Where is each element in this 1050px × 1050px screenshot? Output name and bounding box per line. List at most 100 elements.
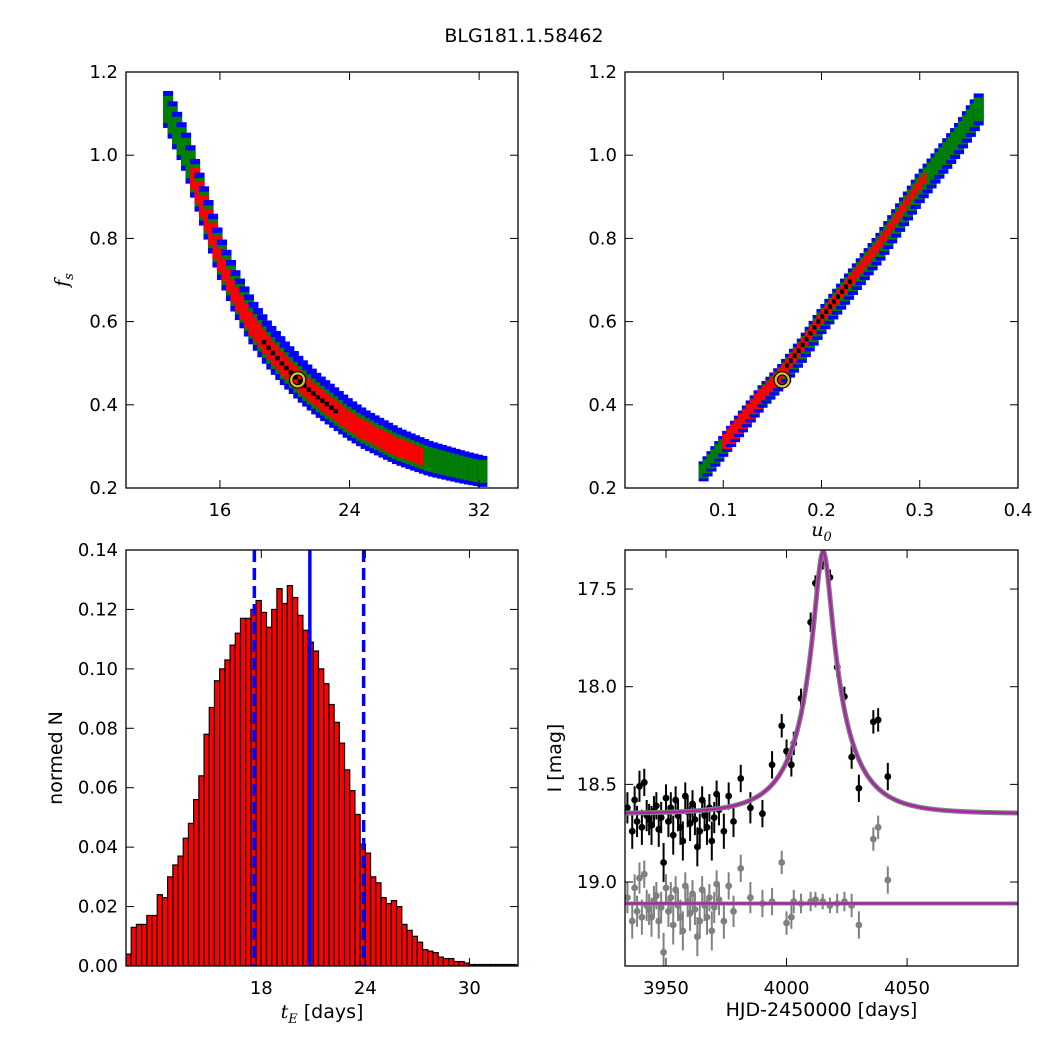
x-tick-label: 16 [208,500,231,521]
y-tick-label: 0.2 [588,478,617,499]
axes-frame [125,71,519,489]
y-tick-label: 0.02 [78,897,118,918]
histogram-bar [229,644,236,966]
x-tick-label: 24 [354,978,377,999]
density-cells [163,90,488,487]
best-fit-marker [290,372,306,388]
histogram-bar [312,650,320,966]
data-point [874,823,882,831]
histogram-bar [411,935,418,966]
x-tick-labels: 3950 4000 4050 [643,978,930,999]
data-point [628,827,636,835]
y-tick-labels: 0.2 0.4 0.6 0.8 1.0 1.2 [89,62,118,499]
data-point [667,804,675,812]
histogram-bar [302,629,309,966]
data-point [703,913,711,921]
y-tick-label: 0.4 [588,395,617,416]
histogram-bar [416,941,424,966]
data-point [696,917,704,925]
data-point [783,919,790,927]
histogram-bar [276,588,283,966]
data-point [636,874,643,882]
data-point [759,810,766,818]
histogram-bar [338,742,346,966]
y-tick-label: 1.2 [588,62,617,83]
histogram-bar [349,790,356,966]
data-point [720,917,728,925]
histogram-bar [297,614,304,966]
data-point [652,802,660,810]
histogram-bar [245,617,252,966]
axes-frame [624,71,1019,489]
data-point [787,913,795,921]
y-tick-label: 17.5 [577,579,617,600]
y-tick-label: 1.0 [89,145,118,166]
data-point [746,894,754,902]
data-point [657,904,665,911]
density-cell [973,97,984,122]
y-tick-label: 19.0 [577,872,617,893]
data-point [778,859,786,866]
x-tick-labels: 16 24 32 [208,500,490,521]
y-tick-label: 0.10 [78,659,118,680]
histogram-bar [432,952,439,966]
y-tick-label: 0.2 [89,478,118,499]
histogram-bar [323,683,330,966]
histogram-bar [354,813,361,966]
data-point [730,818,737,825]
histogram-bar [126,953,132,966]
histogram-bar [260,611,268,966]
light-curve-panel: 3950 4000 4050 17.5 18.0 18.5 19.0 HJD-2450000 … [544,549,1019,1021]
y-tick-label: 0.06 [78,778,118,799]
data-point [874,716,882,724]
histogram-bar [406,929,413,966]
histogram-bar [135,923,143,966]
histogram-bar [369,876,377,966]
histogram-bar [219,668,226,966]
y-tick-label: 1.2 [89,62,118,83]
histogram-bar [271,608,278,966]
x-tick-label: 4000 [764,978,810,999]
y-tick-label: 0.6 [89,312,118,333]
data-point [669,921,677,929]
density-cell [477,459,488,483]
histogram-bar [385,902,392,966]
x-tick-label: 0.2 [807,500,836,521]
data-point [710,814,718,821]
histogram-bar [198,775,205,966]
histogram-bar [239,617,247,966]
data-point [720,827,728,835]
data-point [686,909,694,917]
data-point [746,804,754,812]
histogram-bar [265,626,273,966]
data-point [633,818,641,825]
histogram-bar [255,599,262,966]
data-point [686,820,694,827]
y-tick-label: 0.08 [78,718,118,739]
data-point [737,775,745,782]
x-tick-labels: 18 24 30 [250,978,481,999]
data-point [705,894,713,902]
histogram-bar [291,596,299,966]
y-tick-label: 18.5 [577,774,617,795]
y-tick-label: 0.8 [588,228,617,249]
histogram-bar [343,769,351,966]
y-tick-labels: 0.2 0.4 0.6 0.8 1.0 1.2 [588,62,617,499]
data-point [631,884,639,892]
data-point [787,761,795,769]
data-point [768,761,776,769]
x-axis-label: u0 [811,519,832,545]
data-point [640,870,648,878]
histogram-bar [172,864,179,966]
x-tick-label: 0.3 [905,500,934,521]
histogram-bar [401,923,408,966]
data-point [633,907,641,915]
histogram-bar [375,882,382,966]
x-tick-label: 24 [338,500,361,521]
y-tick-label: 0.4 [89,395,118,416]
data-point [625,894,631,902]
histogram-bar [177,855,184,966]
histogram-bar [167,876,174,966]
histogram-bar [151,914,158,966]
y-tick-label: 0.8 [89,228,118,249]
